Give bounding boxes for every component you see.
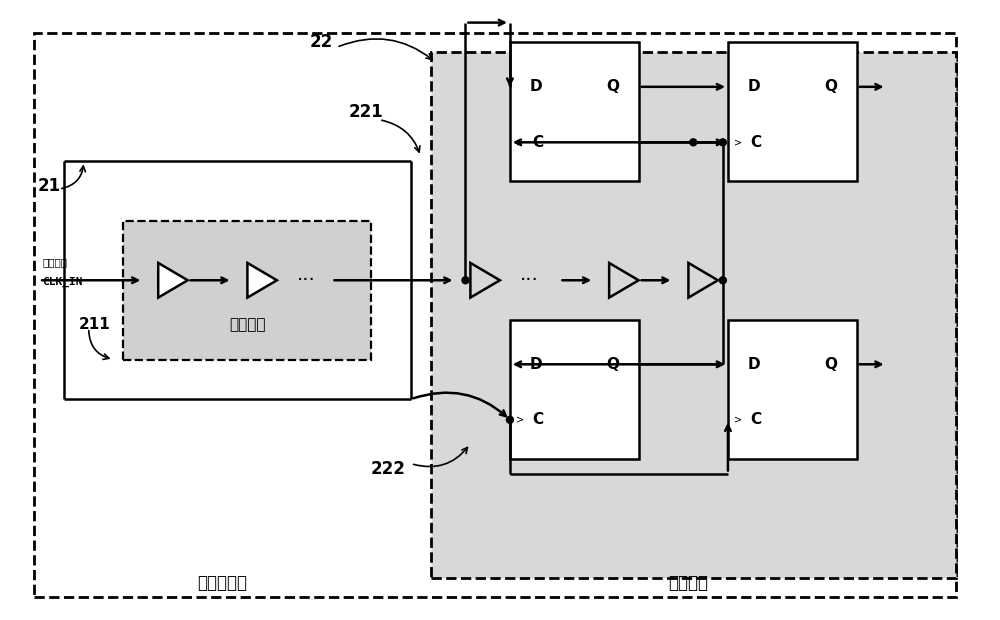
Text: C: C [751, 135, 762, 150]
Text: D: D [529, 356, 542, 372]
Circle shape [690, 139, 697, 146]
Text: Q: Q [825, 356, 838, 372]
Bar [728, 42, 857, 181]
Text: C: C [533, 412, 544, 427]
Text: 21: 21 [38, 177, 61, 195]
Circle shape [719, 277, 726, 284]
Bar [510, 320, 639, 459]
Polygon shape [247, 263, 277, 298]
Text: 211: 211 [79, 317, 111, 332]
Circle shape [719, 139, 726, 146]
Polygon shape [470, 263, 500, 298]
Text: Q: Q [825, 79, 838, 94]
Circle shape [462, 277, 469, 284]
Text: Q: Q [606, 356, 619, 372]
Text: 22: 22 [310, 33, 333, 51]
Polygon shape [688, 263, 718, 298]
Text: Q: Q [606, 79, 619, 94]
Bar [431, 52, 956, 578]
Text: D: D [747, 79, 760, 94]
Text: >: > [516, 137, 524, 148]
Bar [123, 221, 371, 360]
Text: ···: ··· [520, 271, 539, 290]
Bar [510, 42, 639, 181]
Text: CLK_IN: CLK_IN [42, 277, 83, 287]
Text: D: D [529, 79, 542, 94]
Text: >: > [516, 415, 524, 425]
Text: 缓冲单元: 缓冲单元 [229, 317, 266, 332]
Polygon shape [158, 263, 188, 298]
Bar [728, 320, 857, 459]
Polygon shape [609, 263, 639, 298]
Text: 222: 222 [371, 459, 406, 477]
Text: >: > [734, 137, 742, 148]
Text: C: C [751, 412, 762, 427]
Circle shape [506, 417, 513, 423]
Text: C: C [533, 135, 544, 150]
Text: >: > [734, 415, 742, 425]
Text: D: D [747, 356, 760, 372]
Text: 采样单元: 采样单元 [668, 574, 708, 591]
Text: 221: 221 [349, 103, 384, 121]
Text: 延时链电路: 延时链电路 [198, 574, 248, 591]
Bar [64, 161, 411, 399]
Text: 工作时钟: 工作时钟 [42, 257, 67, 267]
Text: ···: ··· [297, 271, 316, 290]
